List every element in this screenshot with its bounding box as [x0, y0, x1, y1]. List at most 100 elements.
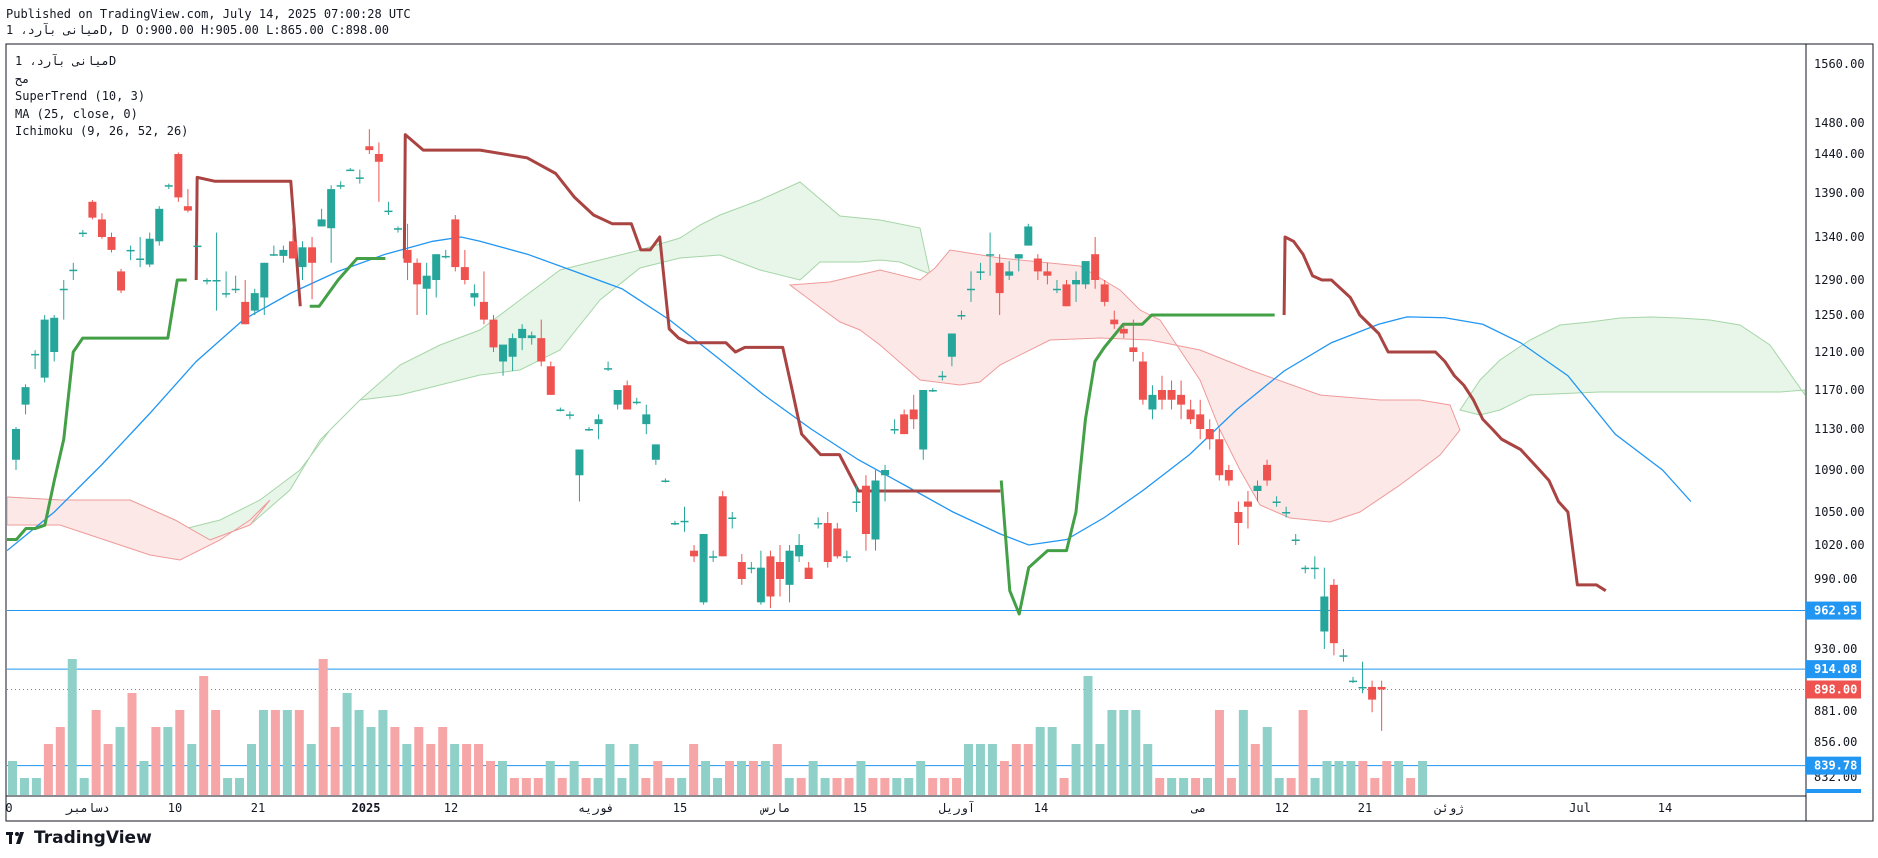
- candle[interactable]: [594, 414, 603, 440]
- candle[interactable]: [193, 241, 202, 248]
- candle[interactable]: [260, 262, 269, 315]
- candle[interactable]: [928, 388, 937, 392]
- candle[interactable]: [1224, 464, 1233, 486]
- candle[interactable]: [585, 427, 593, 432]
- candle[interactable]: [279, 245, 288, 263]
- candle[interactable]: [78, 229, 87, 237]
- legend-ma[interactable]: MA (25, close, 0): [15, 106, 138, 121]
- candle[interactable]: [938, 371, 947, 381]
- supertrend-line[interactable]: [999, 313, 1275, 616]
- supertrend-line[interactable]: [7, 278, 187, 541]
- candle[interactable]: [50, 315, 59, 362]
- candle[interactable]: [976, 262, 985, 280]
- candle[interactable]: [479, 271, 488, 325]
- candle[interactable]: [728, 512, 737, 529]
- candle[interactable]: [136, 237, 145, 268]
- candle[interactable]: [804, 562, 813, 579]
- candle[interactable]: [756, 550, 765, 605]
- candle[interactable]: [623, 380, 632, 410]
- candle[interactable]: [546, 361, 555, 395]
- candle[interactable]: [565, 411, 574, 420]
- candle[interactable]: [1148, 385, 1157, 420]
- candle[interactable]: [1205, 419, 1214, 450]
- candle[interactable]: [1272, 496, 1281, 507]
- candle[interactable]: [1072, 271, 1081, 302]
- candle[interactable]: [183, 189, 192, 213]
- candle[interactable]: [1138, 352, 1147, 405]
- candle[interactable]: [145, 232, 154, 268]
- candle[interactable]: [680, 506, 689, 532]
- candle[interactable]: [1196, 399, 1205, 440]
- candle[interactable]: [919, 390, 928, 460]
- candle[interactable]: [556, 407, 565, 412]
- candle[interactable]: [288, 228, 297, 259]
- candle[interactable]: [308, 237, 317, 300]
- candle[interactable]: [422, 262, 431, 315]
- candle[interactable]: [690, 545, 699, 562]
- candle[interactable]: [1301, 565, 1310, 574]
- candle[interactable]: [346, 168, 355, 172]
- candle[interactable]: [833, 523, 842, 559]
- candle[interactable]: [642, 404, 651, 435]
- supertrend-line[interactable]: [309, 257, 386, 308]
- legend-supertrend[interactable]: SuperTrend (10, 3): [15, 89, 146, 103]
- candle[interactable]: [336, 181, 345, 190]
- supertrend-line[interactable]: [402, 133, 1001, 493]
- candle[interactable]: [1119, 324, 1128, 339]
- candle[interactable]: [1014, 254, 1023, 272]
- supertrend-line[interactable]: [1282, 235, 1607, 592]
- candle[interactable]: [947, 333, 956, 367]
- candle[interactable]: [852, 485, 861, 512]
- candle[interactable]: [1320, 567, 1329, 649]
- candle[interactable]: [1129, 319, 1138, 362]
- candle[interactable]: [355, 169, 364, 184]
- candle[interactable]: [1091, 237, 1100, 289]
- candle[interactable]: [21, 384, 30, 415]
- candle[interactable]: [470, 284, 479, 307]
- candle[interactable]: [107, 232, 116, 253]
- candle[interactable]: [1005, 261, 1014, 280]
- legend-ichimoku[interactable]: Ichimoku (9, 26, 52, 26): [15, 124, 189, 138]
- candle[interactable]: [776, 545, 784, 597]
- candle[interactable]: [1291, 534, 1300, 545]
- candle[interactable]: [374, 142, 383, 202]
- candle[interactable]: [1253, 480, 1262, 502]
- candle[interactable]: [1243, 491, 1252, 529]
- candle[interactable]: [499, 344, 508, 376]
- candle[interactable]: [298, 241, 307, 280]
- candle[interactable]: [69, 262, 78, 280]
- candle[interactable]: [174, 152, 183, 202]
- candle[interactable]: [842, 550, 851, 562]
- candle[interactable]: [212, 232, 221, 311]
- price-axis[interactable]: 1560.00 1480.00 1440.00 1390.00 1340.00 1290.…: [1806, 57, 1865, 793]
- candle[interactable]: [823, 512, 832, 568]
- candle[interactable]: [1186, 399, 1195, 425]
- candle[interactable]: [97, 213, 106, 239]
- candle[interactable]: [222, 271, 231, 298]
- candle[interactable]: [986, 232, 995, 276]
- candle[interactable]: [709, 550, 718, 562]
- candle[interactable]: [394, 226, 402, 233]
- time-axis[interactable]: 0 دسامبر 10 21 2025 12 فوریه 15 مارس 15 آوریل 14 می 1…: [5, 800, 1672, 816]
- candle[interactable]: [250, 288, 259, 315]
- candle[interactable]: [900, 409, 909, 435]
- supertrend-line[interactable]: [194, 175, 302, 307]
- candle[interactable]: [604, 361, 613, 372]
- candle[interactable]: [365, 129, 374, 154]
- candle[interactable]: [1110, 310, 1119, 329]
- candle[interactable]: [126, 245, 135, 261]
- candle[interactable]: [890, 419, 899, 435]
- candle[interactable]: [1167, 380, 1176, 410]
- candle[interactable]: [1052, 280, 1061, 294]
- candle[interactable]: [489, 315, 498, 352]
- candle[interactable]: [814, 517, 823, 529]
- candle[interactable]: [1234, 501, 1243, 546]
- candle[interactable]: [203, 278, 211, 285]
- legend-symbol[interactable]: میانی بآرد، 1D: [15, 54, 117, 68]
- candle[interactable]: [747, 562, 756, 574]
- candle[interactable]: [1339, 649, 1348, 662]
- candle[interactable]: [1100, 280, 1109, 307]
- candle[interactable]: [1033, 254, 1042, 280]
- brand-name[interactable]: TradingView: [34, 828, 152, 848]
